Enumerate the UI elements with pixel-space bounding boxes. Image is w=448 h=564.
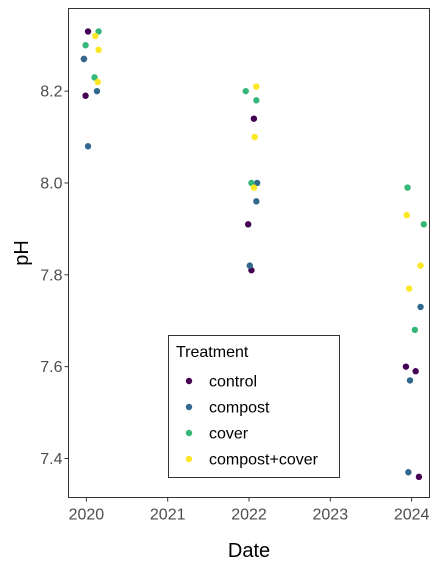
data-point [405,469,412,476]
legend-label: control [209,374,257,391]
data-point [405,285,413,292]
x-tick-label: 2020 [69,507,105,524]
data-point [420,221,428,228]
data-point [82,92,89,99]
data-point [95,28,102,35]
data-point [250,115,258,122]
legend-label: compost+cover [209,452,319,469]
legend-key [185,403,193,411]
data-point [251,133,258,141]
data-point [402,363,410,370]
legend-key [185,429,193,437]
y-tick-label: 7.4 [40,451,62,468]
data-point [80,55,88,63]
data-point [253,179,261,187]
data-point [93,87,101,95]
y-axis-ticks: 7.4 7.6 7.8 8.0 8.2 [40,84,69,468]
data-point [253,83,260,90]
data-point [404,184,411,191]
data-point [250,184,258,191]
data-point [84,28,92,35]
data-point [412,368,419,375]
y-tick-label: 7.8 [40,267,62,284]
x-tick-label: 2023 [313,507,349,524]
y-axis-title: pH [11,240,33,266]
data-point [415,473,423,481]
data-point [92,32,99,40]
x-tick-label: 2022 [231,507,267,524]
legend-title: Treatment [176,344,249,361]
data-point [403,211,410,219]
legend-key [185,377,193,385]
y-tick-label: 7.6 [40,359,62,376]
y-tick-label: 8.0 [40,175,62,192]
data-point [242,87,249,95]
data-point [84,143,92,150]
data-point [94,78,101,86]
data-point [95,46,102,54]
legend: Treatment control compost cover compost+cov… [168,335,340,478]
legend-key [185,455,193,463]
legend-box [168,335,340,478]
x-tick-label: 2021 [150,507,186,524]
data-point [246,262,254,269]
data-point [411,326,419,334]
data-point [417,262,424,269]
legend-label: compost [209,400,270,417]
data-point [91,74,98,81]
data-point [253,198,260,205]
x-axis-title: Date [228,540,270,562]
data-point [253,97,260,104]
data-point [417,303,424,311]
x-axis-ticks: 2020 2021 2022 2023 2024 [69,497,430,524]
data-points [80,28,428,481]
data-point [406,377,414,384]
legend-items: control compost cover compost+cover [185,374,319,469]
data-point [244,221,252,228]
data-point [82,42,89,49]
x-tick-label: 2024 [394,507,430,524]
legend-label: cover [209,426,249,443]
y-tick-label: 8.2 [40,84,62,101]
